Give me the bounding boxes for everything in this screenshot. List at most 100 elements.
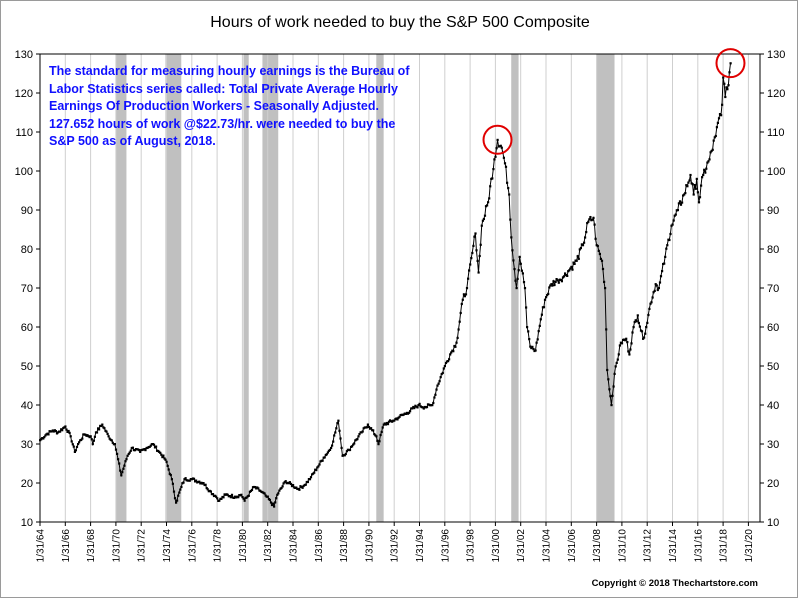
data-point bbox=[127, 452, 130, 456]
data-point bbox=[570, 265, 573, 268]
data-point bbox=[476, 259, 479, 262]
data-point bbox=[657, 287, 660, 290]
data-point bbox=[644, 332, 647, 335]
data-point bbox=[113, 443, 116, 446]
data-point bbox=[464, 293, 468, 296]
data-point bbox=[366, 423, 369, 426]
data-point bbox=[652, 291, 655, 294]
data-point bbox=[597, 249, 600, 252]
data-point bbox=[122, 467, 125, 470]
data-point bbox=[202, 482, 205, 485]
data-point bbox=[345, 450, 348, 453]
data-point bbox=[594, 237, 597, 240]
data-point bbox=[208, 489, 211, 492]
data-point bbox=[556, 279, 559, 282]
data-point bbox=[166, 464, 169, 467]
data-point bbox=[567, 270, 570, 273]
data-point bbox=[663, 262, 666, 265]
data-point bbox=[268, 498, 271, 501]
x-tick-label: 1/31/00 bbox=[491, 529, 502, 563]
data-point bbox=[128, 451, 131, 454]
data-point bbox=[528, 338, 531, 341]
y-tick-label-left: 50 bbox=[21, 361, 33, 373]
data-point bbox=[617, 353, 620, 356]
data-point bbox=[281, 485, 284, 488]
data-point bbox=[339, 437, 342, 440]
data-point bbox=[548, 286, 551, 289]
data-point bbox=[386, 423, 390, 426]
data-point bbox=[529, 345, 532, 348]
x-tick-label: 1/31/14 bbox=[668, 529, 679, 563]
data-point bbox=[595, 244, 598, 247]
data-point bbox=[503, 162, 507, 165]
data-point bbox=[545, 296, 548, 299]
data-point bbox=[431, 404, 434, 407]
data-point bbox=[481, 219, 484, 222]
data-point bbox=[728, 71, 731, 74]
data-point bbox=[581, 244, 585, 247]
data-point bbox=[729, 62, 732, 65]
data-point bbox=[571, 268, 574, 271]
data-point bbox=[416, 406, 419, 409]
y-tick-label-right: 120 bbox=[767, 88, 785, 100]
data-point bbox=[560, 280, 563, 283]
data-point bbox=[705, 167, 708, 170]
data-point bbox=[672, 219, 675, 222]
y-tick-label-right: 40 bbox=[767, 400, 779, 412]
data-point bbox=[569, 267, 572, 270]
y-tick-label-left: 80 bbox=[21, 244, 33, 256]
data-point bbox=[689, 173, 692, 177]
data-point bbox=[204, 483, 207, 486]
data-point bbox=[40, 438, 43, 441]
data-point bbox=[331, 444, 334, 447]
data-point bbox=[179, 488, 182, 491]
data-point bbox=[614, 365, 617, 368]
data-point bbox=[447, 360, 450, 363]
data-point bbox=[266, 495, 269, 498]
data-point bbox=[648, 307, 651, 310]
data-point bbox=[195, 479, 198, 482]
data-point bbox=[636, 314, 639, 317]
data-point bbox=[647, 313, 650, 317]
data-point bbox=[64, 425, 67, 428]
data-point bbox=[189, 478, 192, 481]
data-point bbox=[668, 238, 671, 242]
x-tick-label: 1/31/04 bbox=[542, 529, 553, 563]
y-tick-label-left: 90 bbox=[21, 205, 33, 217]
data-point bbox=[396, 418, 399, 421]
data-point bbox=[640, 330, 644, 333]
data-point bbox=[129, 449, 132, 452]
data-point bbox=[68, 431, 71, 434]
data-point bbox=[216, 497, 219, 500]
data-point bbox=[373, 433, 376, 436]
data-point bbox=[278, 489, 281, 492]
data-point bbox=[140, 449, 143, 452]
data-point bbox=[634, 319, 637, 322]
y-tick-label-left: 130 bbox=[15, 49, 33, 61]
data-point bbox=[343, 454, 346, 457]
data-point bbox=[701, 176, 704, 179]
data-point bbox=[450, 351, 453, 354]
data-point bbox=[651, 296, 654, 299]
data-point bbox=[351, 445, 354, 448]
y-tick-label-right: 70 bbox=[767, 283, 779, 295]
data-point bbox=[496, 138, 499, 141]
data-point bbox=[584, 236, 587, 239]
data-point bbox=[537, 330, 540, 333]
data-point bbox=[444, 361, 448, 365]
data-point bbox=[372, 429, 375, 432]
data-point bbox=[650, 301, 653, 304]
chart-title: Hours of work needed to buy the S&P 500 … bbox=[210, 14, 590, 31]
data-point bbox=[175, 501, 178, 504]
data-point bbox=[673, 214, 676, 217]
data-point bbox=[631, 331, 634, 334]
data-point bbox=[173, 497, 177, 500]
data-point bbox=[551, 284, 554, 287]
data-point bbox=[160, 453, 163, 456]
data-point bbox=[434, 393, 437, 396]
data-point bbox=[461, 298, 464, 301]
data-point bbox=[692, 193, 695, 196]
data-point bbox=[605, 328, 608, 331]
data-point bbox=[240, 493, 243, 496]
